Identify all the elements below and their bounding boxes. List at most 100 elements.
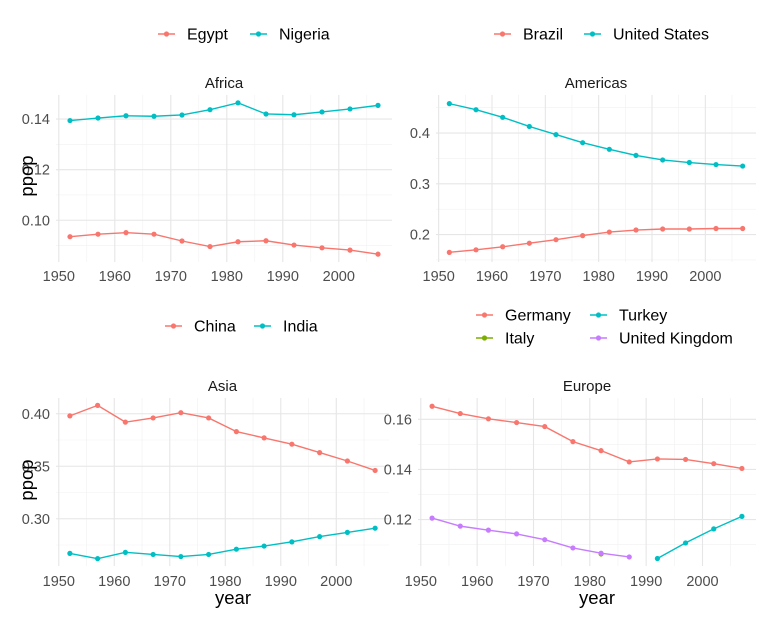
data-point [233, 429, 239, 435]
y-tick-label: 0.3 [410, 177, 430, 193]
data-point [289, 539, 295, 545]
legend-item: Italy [476, 331, 534, 348]
legend-label: Nigeria [279, 27, 330, 44]
data-point [291, 112, 297, 118]
legend-key-point [481, 312, 488, 318]
data-point [263, 111, 269, 117]
data-point [67, 234, 73, 240]
y-tick-label: 0.2 [410, 228, 430, 244]
data-point [485, 527, 492, 533]
data-point [122, 419, 128, 425]
x-tick-label: 1990 [267, 269, 299, 285]
data-point [206, 415, 212, 421]
data-point [513, 419, 520, 426]
x-tick-label: 1950 [43, 574, 75, 590]
y-tick-label: 0.10 [22, 213, 50, 229]
x-tick-label: 1990 [630, 574, 662, 590]
data-point [633, 152, 639, 159]
x-tick-label: 2000 [686, 574, 718, 590]
data-point [67, 413, 73, 419]
data-point [542, 537, 548, 543]
data-point [598, 550, 604, 556]
axis-ticks: 1950 1960 1970 1980 1990 2000 0.10 0.12 0.14 [22, 112, 355, 285]
series-line [657, 515, 743, 560]
data-point [686, 159, 692, 166]
legend-key-point [170, 323, 177, 329]
x-tick-label: 1980 [583, 269, 615, 285]
x-tick-label: 1980 [209, 574, 241, 590]
y-tick-label: 0.16 [384, 412, 412, 428]
data-point [711, 526, 717, 532]
data-point [626, 554, 632, 560]
data-point [429, 403, 435, 409]
data-point [150, 551, 156, 558]
legend-item: United States [584, 27, 709, 44]
legend: Egypt Nigeria [158, 27, 330, 44]
x-tick-label: 1970 [155, 269, 187, 285]
data-point [317, 534, 323, 540]
y-tick-label: 0.30 [22, 512, 50, 528]
data-point [347, 106, 353, 112]
facet-title: Europe [563, 378, 611, 395]
data-point [123, 113, 129, 119]
data-point [740, 225, 746, 232]
data-point [580, 233, 586, 239]
legend-key-point [595, 312, 602, 318]
series-turkey [654, 513, 745, 562]
data-point [123, 230, 129, 236]
legend-label: Egypt [187, 27, 228, 44]
x-tick-label: 1960 [476, 269, 508, 285]
data-point [233, 546, 239, 552]
data-point [660, 226, 666, 232]
series-line [449, 227, 743, 254]
data-point [150, 415, 156, 421]
data-point [606, 229, 612, 235]
legend-key-point [259, 323, 266, 329]
axis-ticks: 1950 1960 1970 1980 1990 2000 0.12 0.14 0.16 [384, 412, 719, 590]
series-united-states [446, 101, 746, 169]
data-point [500, 114, 506, 120]
data-point [570, 545, 576, 551]
series-line [69, 102, 379, 122]
grid [56, 95, 392, 262]
y-tick-label: 0.14 [22, 112, 50, 128]
axis-ticks: 1950 1960 1970 1980 1990 2000 0.2 0.3 0.4 [410, 126, 722, 285]
series-brazil [446, 225, 746, 255]
legend-key-point [255, 31, 262, 37]
legend-key-point [163, 31, 170, 37]
x-tick-label: 1970 [517, 574, 549, 590]
x-tick-label: 1980 [211, 269, 243, 285]
facet-title: Africa [205, 75, 244, 92]
data-point [654, 456, 661, 462]
series-line [431, 517, 630, 558]
data-point [526, 240, 532, 246]
legend-label: China [194, 319, 236, 336]
data-point [542, 423, 548, 430]
legend: China India [165, 319, 318, 336]
y-tick-label: 0.40 [22, 407, 50, 423]
series-germany [429, 403, 745, 472]
panel-europe: 1950 1960 1970 1980 1990 2000 0.12 0.14 0.16 Euro… [384, 308, 756, 608]
panel-asia: 1950 1960 1970 1980 1990 2000 0.30 0.35 0.40 Asia… [16, 319, 389, 608]
data-point [553, 237, 559, 243]
legend: Brazil United States [494, 27, 709, 44]
legend-key-point [499, 31, 506, 37]
data-point [526, 123, 532, 130]
legend-item: Nigeria [250, 27, 330, 44]
data-point [500, 244, 506, 250]
data-point [372, 525, 378, 531]
data-point [446, 101, 452, 107]
data-point [446, 249, 452, 255]
data-point [570, 439, 576, 445]
data-point [740, 163, 746, 169]
data-point [654, 555, 661, 562]
x-tick-label: 1990 [265, 574, 297, 590]
legend-key-point [589, 31, 596, 37]
data-point [207, 107, 213, 113]
data-point [95, 231, 101, 237]
y-tick-label: 0.35 [22, 459, 50, 475]
x-tick-label: 1990 [636, 269, 668, 285]
data-point [580, 140, 586, 146]
data-point [713, 161, 719, 168]
